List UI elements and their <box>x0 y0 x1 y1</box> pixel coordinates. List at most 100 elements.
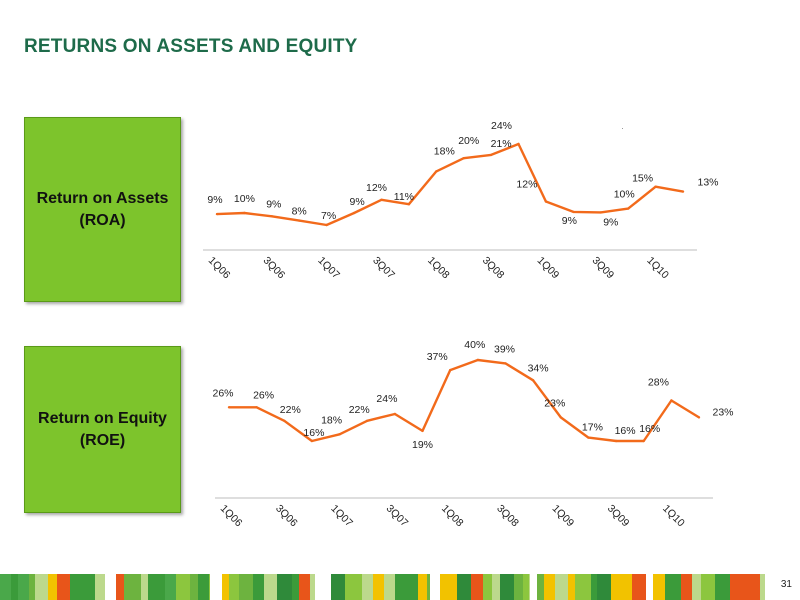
footer-block-0-5 <box>48 574 57 600</box>
roe-point-1Q09 <box>559 416 562 419</box>
roa-tick-label-1Q10: 1Q10 <box>644 255 671 282</box>
footer-block-4-7 <box>523 574 529 600</box>
roe-data-label-4Q06: 16% <box>303 427 324 439</box>
roa-data-label-3Q09: 9% <box>603 216 618 228</box>
stray-speck <box>622 128 623 129</box>
roe-point-3Q07 <box>393 412 397 416</box>
roe-point-1Q10 <box>670 399 673 402</box>
roe-point-2Q07 <box>366 419 369 422</box>
roe-tick-label-1Q08: 1Q08 <box>439 503 466 530</box>
roa-data-label-3Q07: 12% <box>366 182 387 194</box>
roe-series-line <box>229 358 700 443</box>
roe-tick-label-3Q08: 3Q08 <box>494 503 521 530</box>
roa-data-label-4Q09: 10% <box>614 189 635 201</box>
footer-block-0-3 <box>29 574 35 600</box>
footer-block-1-4 <box>165 574 176 600</box>
roa-point-1Q08 <box>435 170 438 173</box>
footer-block-2-1 <box>229 574 239 600</box>
roe-tick-label-1Q09: 1Q09 <box>550 503 577 530</box>
roe-point-3Q09 <box>614 439 618 443</box>
roe-label-line1: Return on Equity <box>38 409 167 427</box>
footer-block-0-9 <box>95 574 105 600</box>
footer-block-1-6 <box>190 574 198 600</box>
footer-block-5-2 <box>555 574 568 600</box>
roe-data-label-4Q07: 19% <box>412 439 433 451</box>
roa-tick-label-3Q09: 3Q09 <box>590 255 617 282</box>
roa-point-2Q10 <box>681 190 685 193</box>
footer-block-6-0 <box>653 574 665 600</box>
roe-point-3Q06 <box>283 419 286 422</box>
roe-data-label-3Q06: 22% <box>280 404 301 416</box>
footer-block-4-3 <box>483 574 492 600</box>
footer-color-strip <box>0 574 765 600</box>
roe-data-label-3Q08: 39% <box>494 343 515 355</box>
footer-block-1-2 <box>141 574 148 600</box>
roe-point-1Q08 <box>449 368 452 372</box>
footer-block-0-2 <box>18 574 29 600</box>
footer-block-3-8 <box>427 574 430 600</box>
footer-block-0-7 <box>70 574 81 600</box>
roe-point-1Q06 <box>227 406 231 409</box>
roe-data-label-3Q07: 24% <box>376 393 397 405</box>
roa-data-label-1Q08: 18% <box>434 145 455 157</box>
footer-block-5-10 <box>640 574 646 600</box>
footer-block-1-0 <box>116 574 124 600</box>
roa-point-1Q07 <box>325 223 328 227</box>
roa-data-label-4Q06: 8% <box>292 206 307 218</box>
roa-point-4Q06 <box>298 219 301 222</box>
roa-point-1Q09 <box>544 200 548 203</box>
roa-data-label-1Q09: 12% <box>516 179 537 191</box>
footer-block-3-5 <box>395 574 404 600</box>
footer-block-2-2 <box>239 574 245 600</box>
roa-tick-label-3Q07: 3Q07 <box>370 255 397 282</box>
footer-block-0-1 <box>11 574 18 600</box>
roa-tick-label-3Q08: 3Q08 <box>480 255 507 282</box>
footer-block-1-3 <box>148 574 165 600</box>
roe-data-label-2Q08: 40% <box>464 339 485 351</box>
footer-block-4-8 <box>529 574 530 600</box>
footer-block-1-5 <box>176 574 190 600</box>
footer-block-4-0 <box>440 574 457 600</box>
footer-block-6-9 <box>750 574 760 600</box>
footer-block-2-5 <box>264 574 277 600</box>
roa-tick-label-1Q08: 1Q08 <box>425 255 452 282</box>
footer-block-5-4 <box>575 574 591 600</box>
roa-data-label-3Q06: 9% <box>266 198 281 210</box>
roa-tick-label-3Q06: 3Q06 <box>261 255 288 282</box>
page-number: 31 <box>780 579 792 590</box>
roa-tick-label-1Q06: 1Q06 <box>206 255 233 282</box>
roe-data-label-1Q06: 26% <box>212 387 233 399</box>
roa-point-4Q08 <box>517 142 520 146</box>
roe-tick-label-3Q09: 3Q09 <box>605 503 632 530</box>
roe-data-label-1Q08: 37% <box>427 351 448 363</box>
roa-point-1Q10 <box>654 185 657 188</box>
footer-block-1-8 <box>209 574 210 600</box>
footer-block-6-8 <box>737 574 750 600</box>
roe-data-label-4Q08: 34% <box>528 362 549 374</box>
roe-data-label-4Q09: 16% <box>639 423 660 435</box>
roe-tick-label-1Q10: 1Q10 <box>660 503 687 530</box>
footer-block-2-8 <box>299 574 310 600</box>
roa-point-1Q06 <box>215 212 219 216</box>
footer-block-6-2 <box>681 574 692 600</box>
roa-point-2Q08 <box>462 157 465 160</box>
roa-tick-label-1Q07: 1Q07 <box>315 255 342 282</box>
roe-tick-label-3Q06: 3Q06 <box>273 503 300 530</box>
roe-tick-label-1Q07: 1Q07 <box>328 503 355 530</box>
footer-block-3-0 <box>331 574 345 600</box>
footer-block-5-5 <box>591 574 597 600</box>
roa-point-2Q07 <box>352 211 356 215</box>
roa-point-2Q06 <box>243 211 246 215</box>
roe-data-label-2Q06: 26% <box>253 389 274 401</box>
roa-point-4Q07 <box>407 203 411 206</box>
roe-point-4Q06 <box>310 439 314 443</box>
roe-point-2Q09 <box>587 436 590 439</box>
footer-block-3-7 <box>418 574 427 600</box>
roe-label-line2: (ROE) <box>79 431 126 449</box>
roa-data-label-1Q07: 7% <box>321 210 336 222</box>
roa-data-label-4Q08: 24% <box>491 120 512 132</box>
roa-point-3Q09 <box>599 211 602 214</box>
roa-data-label-3Q08: 21% <box>491 138 512 150</box>
roa-label-line2: (ROA) <box>79 211 126 229</box>
roa-label-box: Return on Assets (ROA) <box>24 117 181 302</box>
